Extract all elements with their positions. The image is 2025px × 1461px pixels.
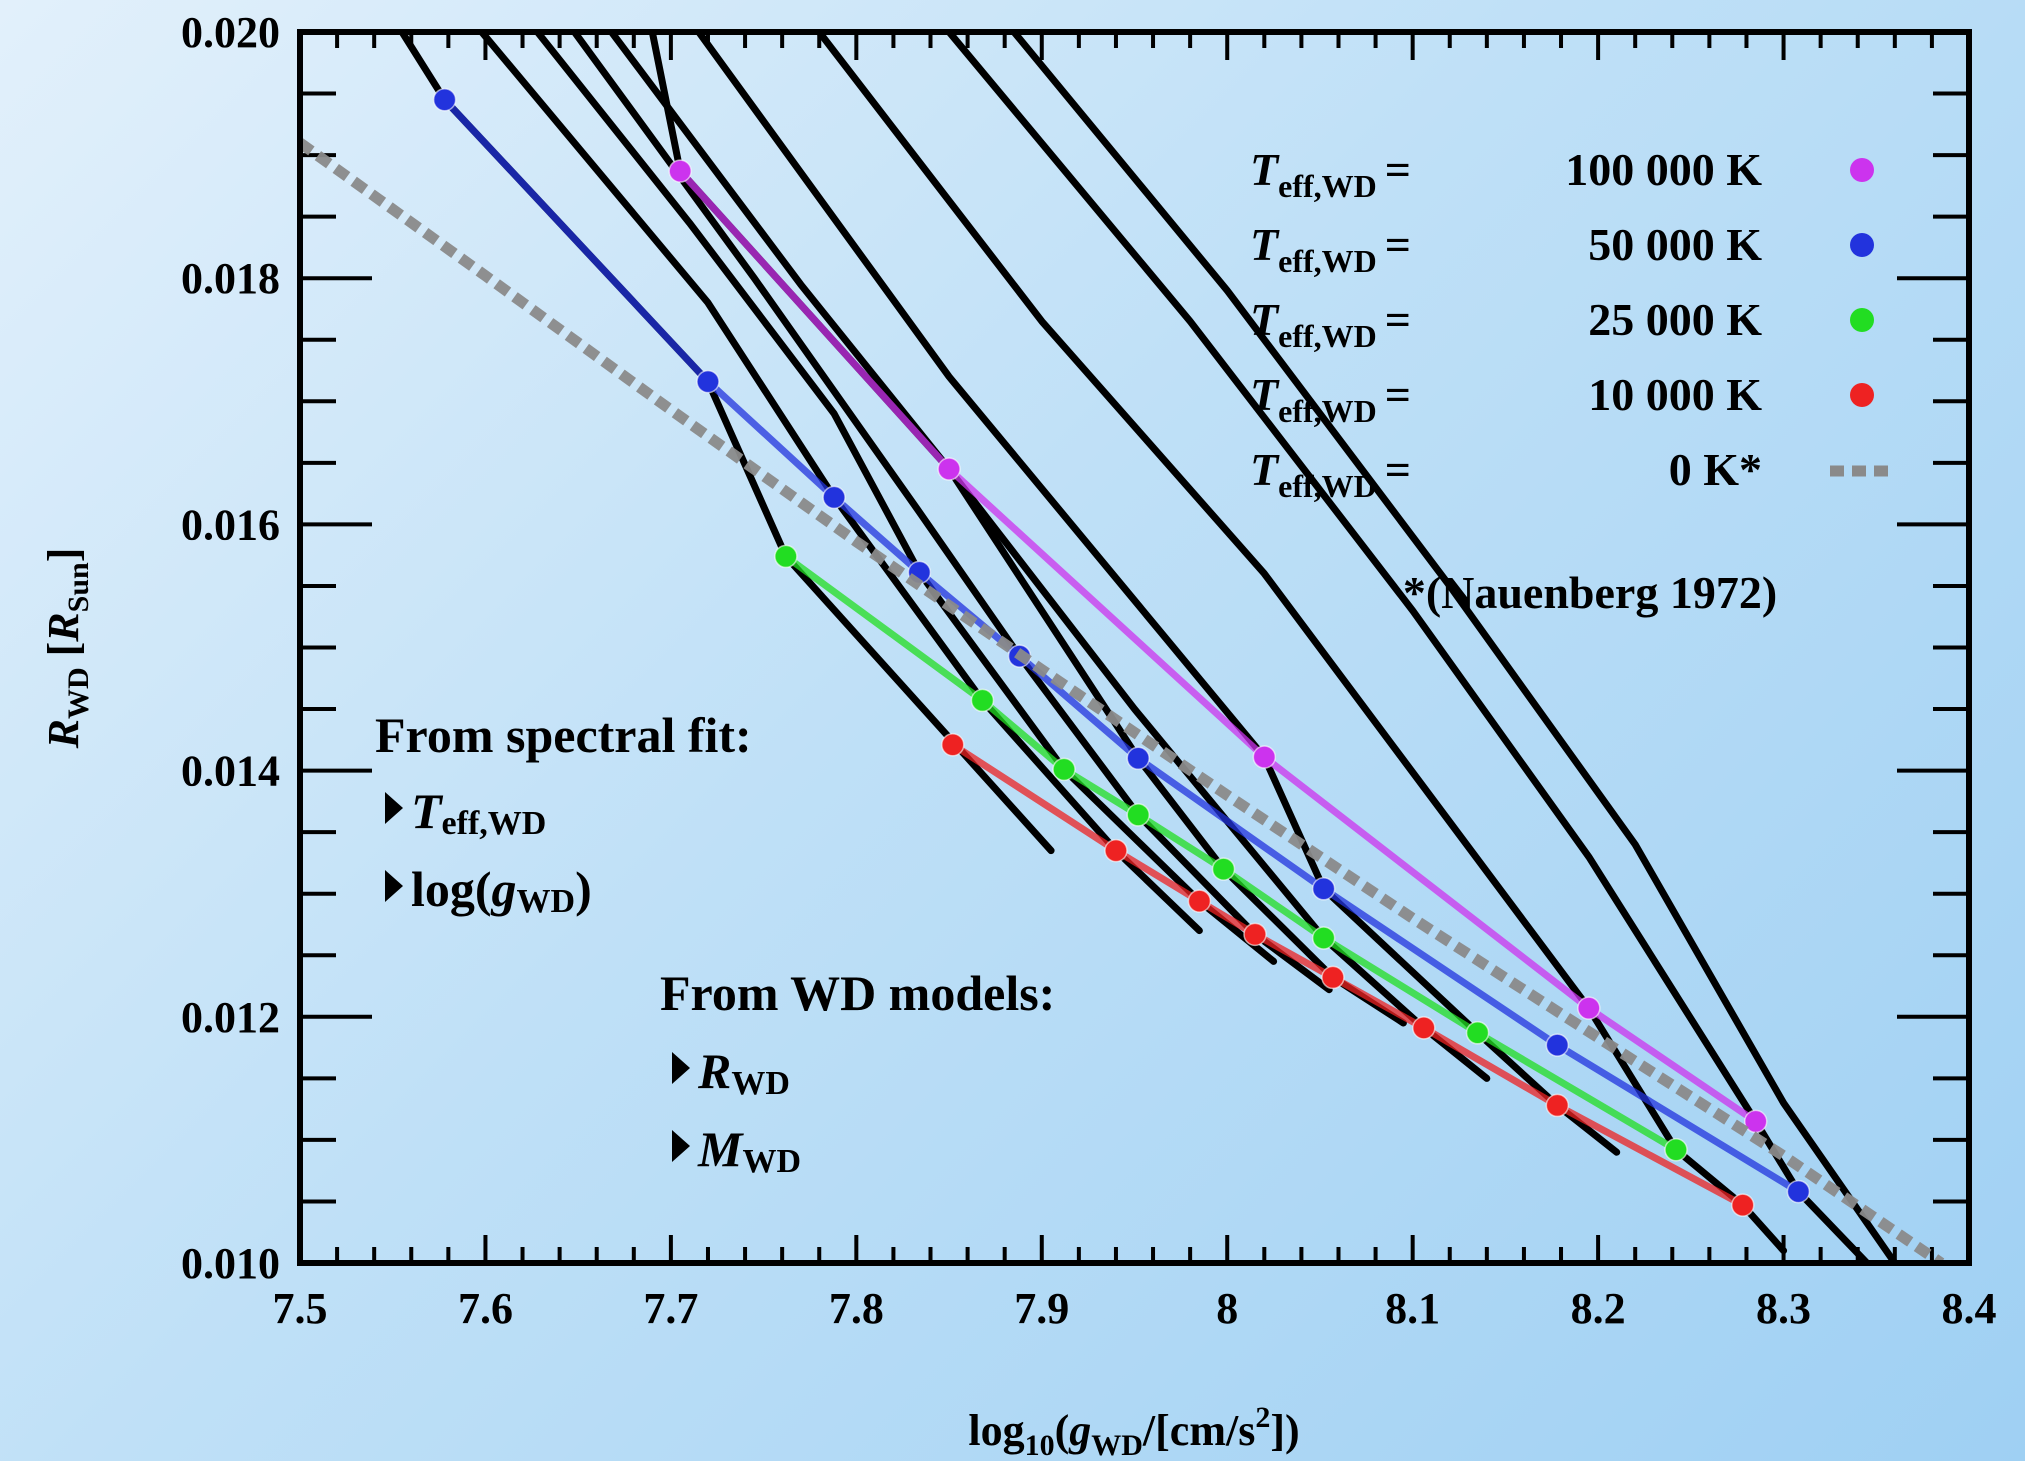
legend-value: 25 000 K [1588,294,1762,345]
legend-label: Teff,WD = [1250,294,1411,354]
y-tick-label: 0.012 [181,993,280,1042]
series-point [1545,1093,1570,1118]
model-track-line [815,32,1788,1255]
annotation-item: Teff,WD [411,783,546,842]
series-point [1211,857,1236,881]
series-line-0K [300,138,1945,1263]
bullet-triangle-icon [385,870,403,902]
legend-marker [1850,158,1874,182]
y-tick-label: 0.018 [181,254,280,303]
y-tick-label: 0.010 [181,1239,280,1288]
series-point [970,688,995,713]
x-axis-label: log10(gWD/[cm/s2]) [968,1401,1299,1461]
series-point [774,544,798,569]
legend-value: 100 000 K [1565,144,1762,195]
y-tick-label: 0.020 [181,8,280,57]
legend-label: Teff,WD = [1250,144,1411,204]
legend-marker [1850,383,1874,407]
series-line [950,741,1745,1209]
x-tick-label: 7.8 [829,1284,884,1333]
bullet-triangle-icon [672,1130,690,1162]
temperature-series [300,87,1945,1263]
series-point [1126,746,1150,771]
series-point [668,159,692,183]
annotation-item: log(gWD) [411,861,592,920]
legend-marker [1850,308,1874,332]
x-tick-label: 8.1 [1385,1284,1440,1333]
x-tick-label: 7.9 [1014,1284,1069,1333]
series-point [1731,1193,1755,1217]
legend-value: 0 K* [1669,444,1762,495]
legend-value: 10 000 K [1588,369,1762,420]
series-point [1786,1179,1811,1204]
legend-note: *(Nauenberg 1972) [1403,567,1777,618]
x-tick-label: 7.7 [643,1284,698,1333]
series-line [783,553,1678,1153]
annotation-item: MWD [697,1121,801,1180]
annotation-spectral: From spectral fit: Teff,WD log(gWD) [375,707,752,920]
series-point [1465,1021,1490,1045]
legend-label: Teff,WD = [1250,444,1411,504]
series-point [1126,803,1150,827]
x-tick-label: 8 [1216,1284,1238,1333]
series-point [1321,965,1345,990]
annotation-item: RWD [697,1043,790,1102]
model-track-line [478,32,1203,935]
legend-label: Teff,WD = [1250,369,1411,429]
tick-labels: 7.5 7.6 7.7 7.8 7.9 8 8.1 8.2 8.3 8.4 0.010 0.012 0.… [181,8,1997,1333]
series-point [1743,1109,1768,1134]
series-point [696,369,720,394]
model-track-line [1010,32,1899,1263]
y-tick-label: 0.016 [181,500,280,549]
series-point [1577,996,1601,1020]
series-point [1311,926,1336,950]
series-point [1052,757,1076,782]
legend: Teff,WD = 100 000 K Teff,WD = 50 000 K Teff,WD… [1250,144,1893,504]
x-tick-label: 7.6 [458,1284,513,1333]
bullet-triangle-icon [385,792,403,824]
legend-marker [1850,233,1874,257]
bullet-triangle-icon [672,1052,690,1084]
series-point [1104,838,1128,863]
x-tick-label: 7.5 [273,1284,328,1333]
y-tick-label: 0.014 [181,747,280,796]
series-point [1664,1137,1688,1162]
series-point [1545,1033,1570,1057]
x-tick-label: 8.4 [1942,1284,1997,1333]
plot-frame [297,29,1972,1266]
series-point [1187,889,1212,913]
series-point [822,485,846,510]
x-tick-label: 8.3 [1756,1284,1811,1333]
annotation-models: From WD models: RWD MWD [660,965,1055,1180]
x-tick-label: 8.2 [1571,1284,1626,1333]
series-point [1243,922,1267,947]
series-point [937,457,961,481]
series-point [1311,877,1336,901]
legend-label: Teff,WD = [1250,219,1411,279]
series-point [941,732,965,757]
annotation-spectral-heading: From spectral fit: [375,707,752,763]
legend-value: 50 000 K [1588,219,1762,270]
series-point [1412,1016,1436,1040]
series-point [432,87,457,112]
annotation-models-heading: From WD models: [660,965,1055,1021]
y-axis-label: RWD [RSun] [39,548,95,750]
series-point [1252,745,1277,769]
